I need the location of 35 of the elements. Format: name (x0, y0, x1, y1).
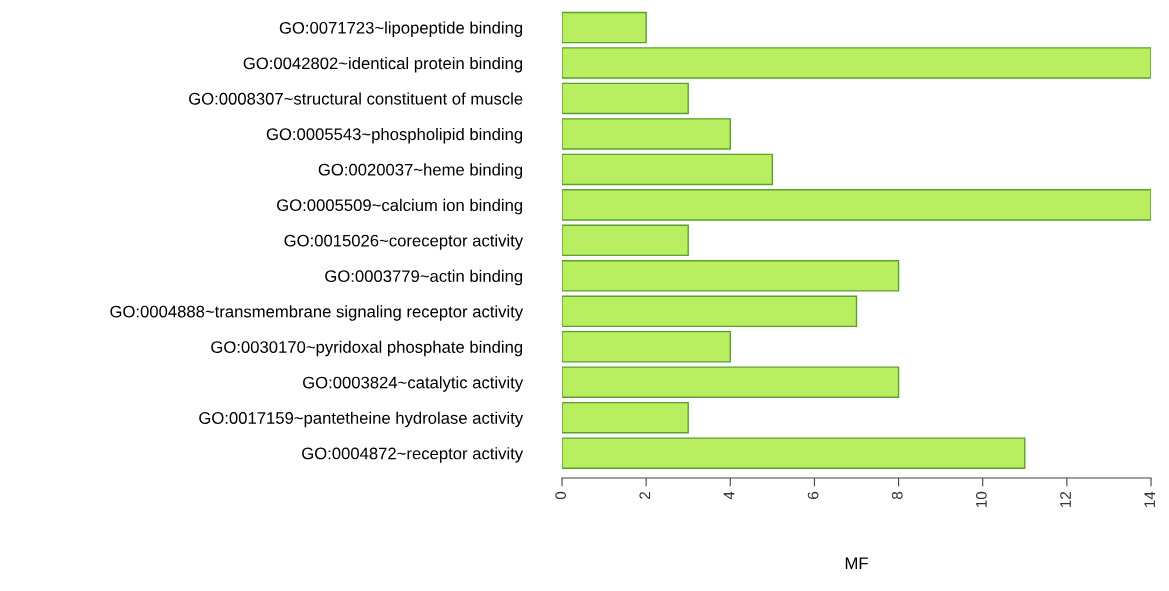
y-tick-label: GO:0004888~transmembrane signaling receptor activity (110, 305, 524, 321)
y-tick-label: GO:0005543~phospholipid binding (266, 127, 523, 144)
x-tick-label: 14 (1144, 491, 1155, 508)
bar (562, 224, 689, 257)
x-tick-label: 12 (1060, 491, 1071, 508)
bar (562, 118, 731, 150)
x-tick-label: 4 (723, 491, 735, 500)
x-tick-label: 2 (639, 491, 651, 499)
bar (562, 437, 1026, 469)
bar (562, 295, 858, 328)
y-tick-label: GO:0008307~structural constituent of muscle (189, 92, 523, 105)
x-axis-title: MF (845, 557, 868, 569)
x-tick-label: 0 (555, 491, 567, 500)
bar (562, 366, 900, 398)
bar (562, 82, 689, 115)
x-tick-label: 10 (976, 491, 987, 508)
y-tick-label: GO:0020037~heme binding (318, 163, 523, 179)
y-tick-label: GO:0042802~identical protein binding (243, 56, 523, 73)
bar (562, 330, 731, 363)
bar (562, 153, 774, 186)
y-tick-label: GO:0015026~coreceptor activity (284, 234, 524, 250)
y-tick-label: GO:0071723~lipopeptide binding (279, 21, 523, 38)
y-tick-label: GO:0005509~calcium ion binding (277, 198, 523, 215)
bar (562, 189, 1151, 221)
y-tick-label: GO:0003779~actin binding (325, 269, 523, 286)
y-tick-label: GO:0017159~pantetheine hydrolase activity (199, 411, 524, 428)
y-tick-label: GO:0004872~receptor activity (302, 447, 524, 463)
bar (562, 401, 689, 434)
bar (562, 260, 900, 292)
y-tick-label: GO:0003824~catalytic activity (303, 376, 524, 392)
bar (562, 11, 647, 44)
bar (562, 47, 1151, 79)
x-tick-label: 6 (807, 491, 819, 499)
y-tick-label: GO:0030170~pyridoxal phosphate binding (211, 340, 523, 357)
x-tick-label: 8 (891, 491, 903, 500)
